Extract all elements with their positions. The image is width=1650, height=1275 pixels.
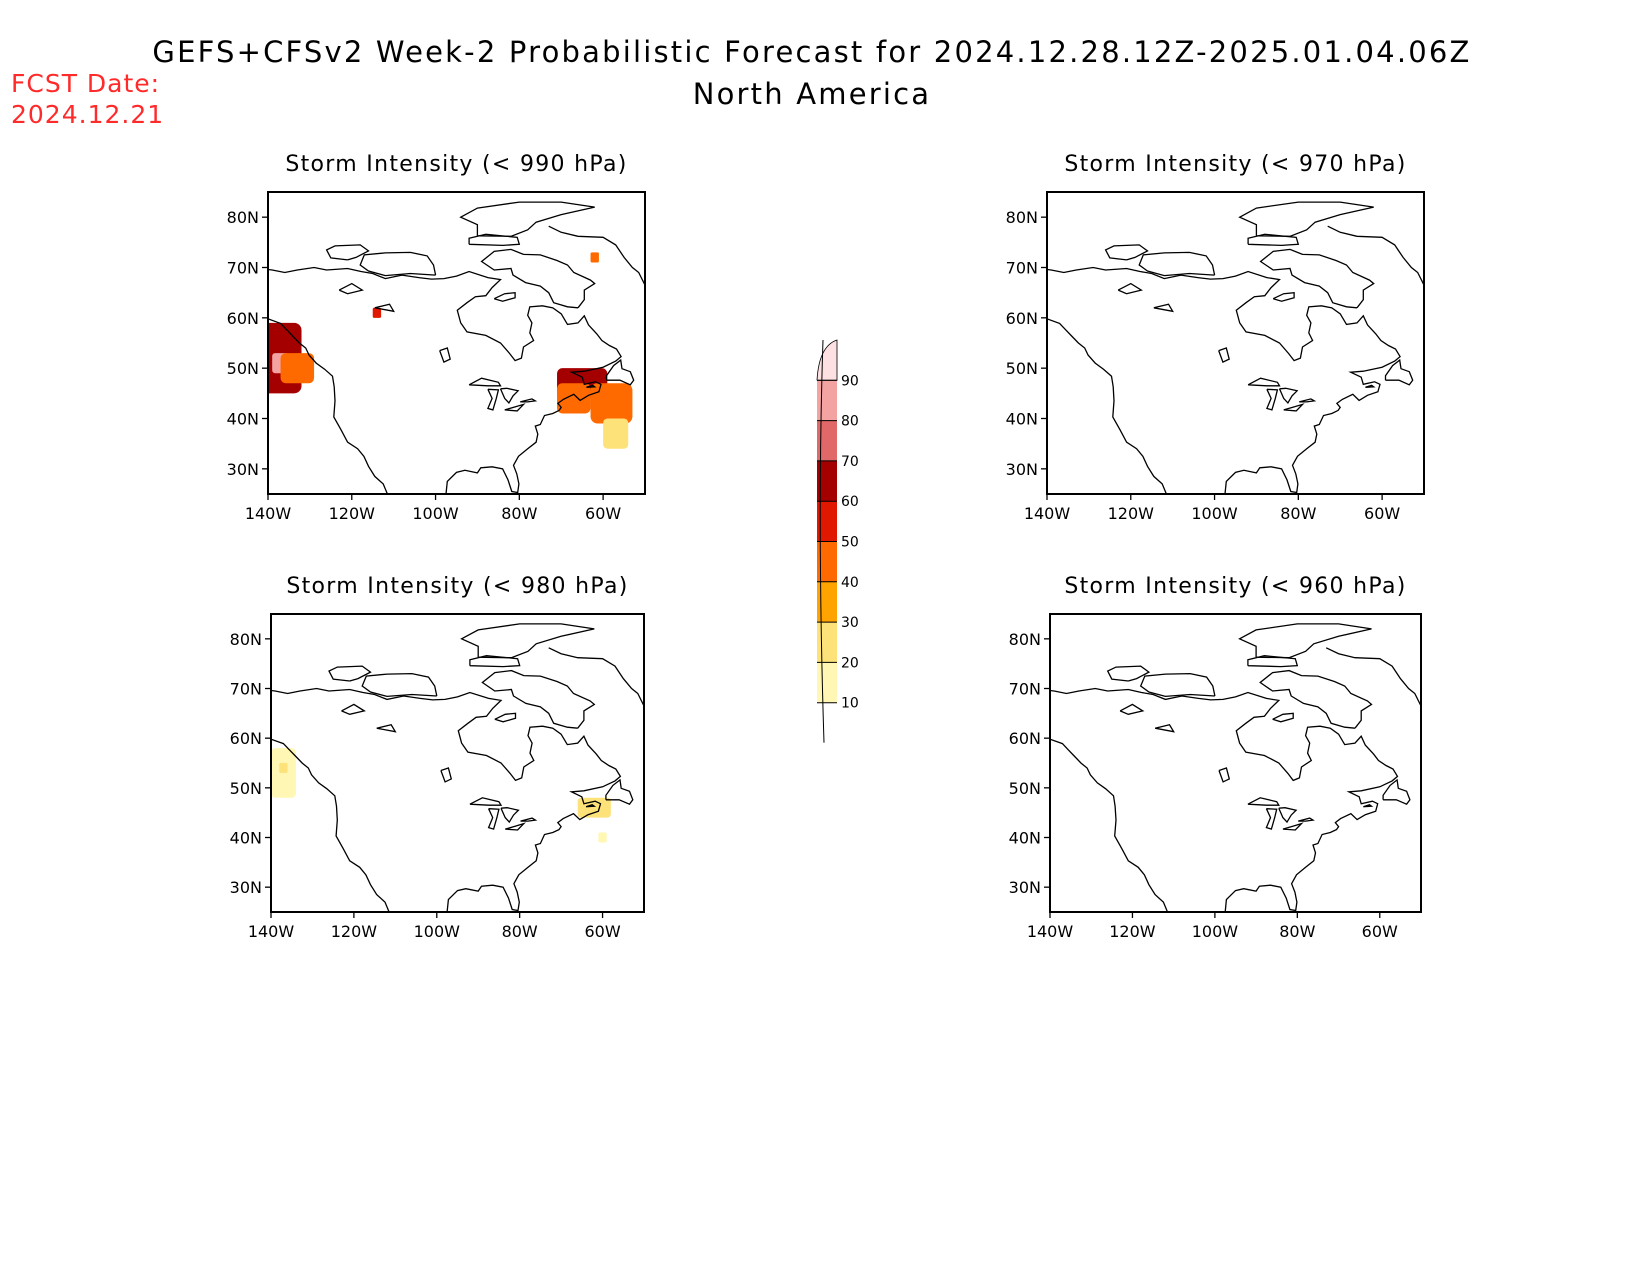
colorbar-segment <box>817 662 837 703</box>
lat-tick-label: 70N <box>227 259 259 278</box>
probability-shading <box>590 383 633 424</box>
panel-storm-980: Storm Intensity (< 980 hPa) 80N 70N 60N 50N 4… <box>230 574 645 941</box>
lat-tick-label: 30N <box>227 460 259 479</box>
colorbar-label: 90 <box>841 373 859 389</box>
panel-title: Storm Intensity (< 970 hPa) <box>1064 152 1406 177</box>
probability-shading <box>280 353 315 384</box>
lon-tick-label: 100W <box>1192 922 1239 941</box>
coastlines <box>271 623 644 912</box>
lat-tick-label: 60N <box>227 309 259 328</box>
lat-tick-label: 70N <box>230 680 262 699</box>
lon-tick-label: 140W <box>1024 504 1071 523</box>
panel-storm-990: Storm Intensity (< 990 hPa) 80N 70N 60N 50N 4… <box>227 152 646 523</box>
lat-tick-label: 50N <box>1009 779 1041 798</box>
colorbar-label: 70 <box>841 454 859 470</box>
lat-tick-label: 50N <box>1006 359 1038 378</box>
colorbar-segment <box>817 541 837 582</box>
lon-tick-label: 60W <box>1362 922 1398 941</box>
lat-tick-label: 80N <box>1009 630 1041 649</box>
probability-shading <box>279 763 288 773</box>
panel-title: Storm Intensity (< 990 hPa) <box>285 152 627 177</box>
coastlines <box>268 201 645 494</box>
colorbar-segment <box>817 420 837 461</box>
colorbar-label: 30 <box>841 615 859 631</box>
lon-tick-label: 120W <box>329 504 376 523</box>
lat-tick-label: 60N <box>1006 309 1038 328</box>
lat-tick-label: 50N <box>227 359 259 378</box>
lat-tick-label: 80N <box>1006 208 1038 227</box>
probability-colorbar: 10 20 30 40 50 60 70 80 90 <box>816 339 859 743</box>
lat-tick-label: 30N <box>1009 878 1041 897</box>
colorbar-outline <box>819 339 825 743</box>
probability-shading <box>372 307 382 318</box>
colorbar-segment <box>817 460 837 502</box>
lat-tick-label: 70N <box>1006 259 1038 278</box>
colorbar-label: 20 <box>841 655 859 671</box>
coastlines <box>1050 623 1421 912</box>
lon-tick-label: 80W <box>501 504 537 523</box>
colorbar-segment <box>816 339 838 381</box>
lat-tick-label: 30N <box>230 878 262 897</box>
lat-tick-label: 40N <box>227 410 259 429</box>
panel-title: Storm Intensity (< 980 hPa) <box>286 574 628 599</box>
lon-tick-label: 140W <box>245 504 292 523</box>
colorbar-label: 10 <box>841 696 859 712</box>
lon-tick-label: 100W <box>412 504 459 523</box>
map-frame <box>1046 191 1425 495</box>
lon-tick-label: 60W <box>1364 504 1400 523</box>
coastlines <box>1047 201 1424 494</box>
lon-tick-label: 100W <box>1191 504 1238 523</box>
probability-shading <box>590 252 599 263</box>
colorbar-label: 80 <box>841 414 859 430</box>
lon-tick-label: 140W <box>1027 922 1074 941</box>
panel-storm-970: Storm Intensity (< 970 hPa) 80N 70N 60N 50N 4… <box>1006 152 1425 523</box>
lat-tick-label: 80N <box>227 208 259 227</box>
lat-tick-label: 50N <box>230 779 262 798</box>
lon-tick-label: 60W <box>584 922 620 941</box>
fcst-date-value: 2024.12.21 <box>11 100 164 129</box>
probability-shading <box>603 418 629 449</box>
lat-tick-label: 30N <box>1006 460 1038 479</box>
lon-tick-label: 60W <box>585 504 621 523</box>
lat-tick-label: 40N <box>1006 410 1038 429</box>
lon-tick-label: 120W <box>331 922 378 941</box>
map-frame <box>267 191 646 495</box>
lon-tick-label: 80W <box>1280 504 1316 523</box>
lat-tick-label: 70N <box>1009 680 1041 699</box>
panel-title: Storm Intensity (< 960 hPa) <box>1064 574 1406 599</box>
lat-tick-label: 80N <box>230 630 262 649</box>
map-frame <box>270 613 645 913</box>
panel-storm-960: Storm Intensity (< 960 hPa) 80N 70N 60N 50N 4… <box>1009 574 1422 941</box>
lat-tick-label: 40N <box>230 829 262 848</box>
colorbar-segment <box>817 380 837 421</box>
figure-subtitle: North America <box>693 77 932 111</box>
lon-tick-label: 100W <box>414 922 461 941</box>
colorbar-label: 60 <box>841 494 859 510</box>
colorbar-segment <box>817 581 837 623</box>
probability-shading <box>598 832 607 843</box>
figure-title: GEFS+CFSv2 Week-2 Probabilistic Forecast… <box>152 35 1471 69</box>
colorbar-label: 40 <box>841 575 859 591</box>
lon-tick-label: 140W <box>248 922 295 941</box>
lat-tick-label: 60N <box>1009 729 1041 748</box>
lat-tick-label: 40N <box>1009 829 1041 848</box>
lon-tick-label: 80W <box>502 922 538 941</box>
colorbar-segment <box>817 501 837 542</box>
probability-shading <box>557 383 591 414</box>
map-frame <box>1049 613 1422 913</box>
lon-tick-label: 80W <box>1279 922 1315 941</box>
lat-tick-label: 60N <box>230 729 262 748</box>
fcst-date-label: FCST Date: <box>11 69 160 98</box>
colorbar-segment <box>817 622 837 663</box>
lon-tick-label: 120W <box>1108 504 1155 523</box>
colorbar-label: 50 <box>841 535 859 551</box>
lon-tick-label: 120W <box>1109 922 1156 941</box>
